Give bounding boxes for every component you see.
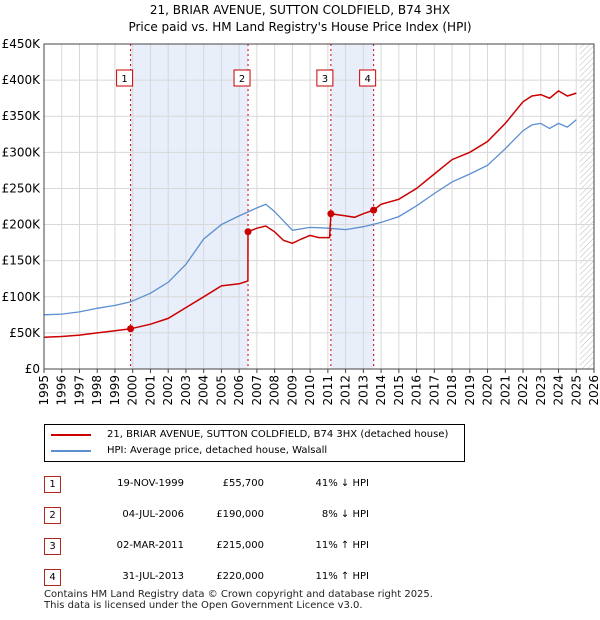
plot-area [44, 44, 594, 369]
sale-date: 02-MAR-2011 [116, 540, 184, 551]
x-tick-label: 2008 [268, 375, 282, 406]
x-tick-label: 2001 [143, 375, 157, 406]
y-tick-label: £300K [2, 145, 42, 159]
y-tick-label: £400K [2, 73, 42, 87]
sale-hpi-diff: 8% ↓ HPI [321, 509, 369, 520]
legend-swatch-price [51, 434, 91, 436]
x-tick-label: 2017 [427, 375, 441, 406]
sale-number-badge: 2 [44, 507, 61, 524]
legend-label-price: 21, BRIAR AVENUE, SUTTON COLDFIELD, B74 … [107, 429, 449, 440]
sale-point [127, 325, 135, 333]
x-tick-label: 2015 [392, 375, 406, 406]
sale-point [370, 206, 378, 214]
title-line-1: 21, BRIAR AVENUE, SUTTON COLDFIELD, B74 … [149, 3, 451, 17]
footer-attribution: Contains HM Land Registry data © Crown c… [44, 589, 433, 611]
x-tick-label: 2020 [481, 375, 495, 406]
sale-label-box [359, 69, 377, 87]
footer-line-2: This data is licensed under the Open Gov… [44, 600, 363, 611]
price-chart: 1 2 3 4 £0 £50K £100K £150K £200K £250K £300K £350K… [2, 37, 600, 406]
sale-label-box [233, 69, 251, 87]
chart-title: 21, BRIAR AVENUE, SUTTON COLDFIELD, B74 … [0, 2, 600, 36]
x-tick-label: 2013 [356, 375, 370, 406]
sale-point [244, 228, 252, 236]
sale-date: 19-NOV-1999 [117, 478, 184, 489]
x-tick-label: 2002 [161, 375, 175, 406]
x-tick-label: 1996 [55, 375, 69, 406]
x-tick-label: 2011 [321, 375, 335, 406]
sale-price: £220,000 [216, 571, 264, 582]
x-tick-label: 2005 [214, 375, 228, 406]
sale-label-box [116, 69, 134, 87]
x-tick-label: 2021 [498, 375, 512, 406]
x-tick-label: 1995 [37, 375, 51, 406]
ownership-shade [330, 44, 374, 369]
sale-label-number: 3 [322, 74, 328, 85]
x-tick-label: 2010 [303, 375, 317, 406]
sale-hpi-diff: 41% ↓ HPI [315, 478, 369, 489]
sale-price: £215,000 [216, 540, 264, 551]
sale-label-number: 2 [239, 74, 245, 85]
x-tick-label: 1997 [72, 375, 86, 406]
ownership-shade [130, 44, 249, 369]
sale-label-number: 4 [364, 74, 370, 85]
x-tick-label: 2012 [339, 375, 353, 406]
sale-hpi-diff: 11% ↑ HPI [315, 571, 369, 582]
sale-date: 31-JUL-2013 [122, 571, 184, 582]
sale-label-number: 1 [121, 74, 127, 85]
y-tick-label: £250K [2, 181, 42, 195]
x-tick-label: 2004 [197, 375, 211, 406]
y-tick-label: £50K [9, 326, 41, 340]
x-tick-label: 2016 [410, 375, 424, 406]
sale-date: 04-JUL-2006 [122, 509, 184, 520]
price-series-line [43, 89, 577, 338]
sale-price: £55,700 [222, 478, 264, 489]
y-tick-label: £350K [2, 109, 42, 123]
sale-number-badge: 3 [44, 538, 61, 555]
hpi-series-line [43, 119, 577, 316]
x-tick-label: 2022 [516, 375, 530, 406]
y-tick-label: £450K [2, 37, 42, 51]
y-tick-label: £150K [2, 254, 42, 268]
sale-label-box [316, 69, 334, 87]
legend: 21, BRIAR AVENUE, SUTTON COLDFIELD, B74 … [44, 424, 465, 462]
sale-number-badge: 4 [44, 569, 61, 586]
x-tick-label: 2024 [552, 375, 566, 406]
x-tick-label: 2014 [374, 375, 388, 406]
sale-number-badge: 1 [44, 476, 61, 493]
x-tick-label: 2000 [126, 375, 140, 406]
x-tick-label: 2003 [179, 375, 193, 406]
y-tick-label: £0 [25, 362, 40, 376]
sale-row: 2 04-JUL-2006 £190,000 8% ↓ HPI [44, 505, 564, 525]
y-tick-label: £100K [2, 290, 42, 304]
plot-border [43, 43, 595, 370]
y-tick-label: £200K [2, 218, 42, 232]
x-tick-label: 1999 [108, 375, 122, 406]
x-tick-label: 1998 [90, 375, 104, 406]
sale-row: 3 02-MAR-2011 £215,000 11% ↑ HPI [44, 536, 564, 556]
x-tick-label: 2009 [285, 375, 299, 406]
x-tick-label: 2019 [463, 375, 477, 406]
legend-swatch-hpi [51, 450, 91, 452]
x-tick-label: 2023 [534, 375, 548, 406]
sale-row: 4 31-JUL-2013 £220,000 11% ↑ HPI [44, 567, 564, 587]
legend-label-hpi: HPI: Average price, detached house, Wals… [107, 445, 328, 456]
x-tick-label: 2025 [569, 375, 583, 406]
sale-row: 1 19-NOV-1999 £55,700 41% ↓ HPI [44, 474, 564, 494]
x-tick-label: 2018 [445, 375, 459, 406]
x-tick-label: 2006 [232, 375, 246, 406]
sale-point [327, 210, 335, 218]
sale-hpi-diff: 11% ↑ HPI [315, 540, 369, 551]
x-tick-label: 2026 [587, 375, 600, 406]
footer-line-1: Contains HM Land Registry data © Crown c… [44, 589, 433, 600]
x-tick-label: 2007 [250, 375, 264, 406]
sale-price: £190,000 [216, 509, 264, 520]
title-line-2: Price paid vs. HM Land Registry's House … [128, 20, 472, 34]
forecast-hatch [579, 44, 594, 369]
